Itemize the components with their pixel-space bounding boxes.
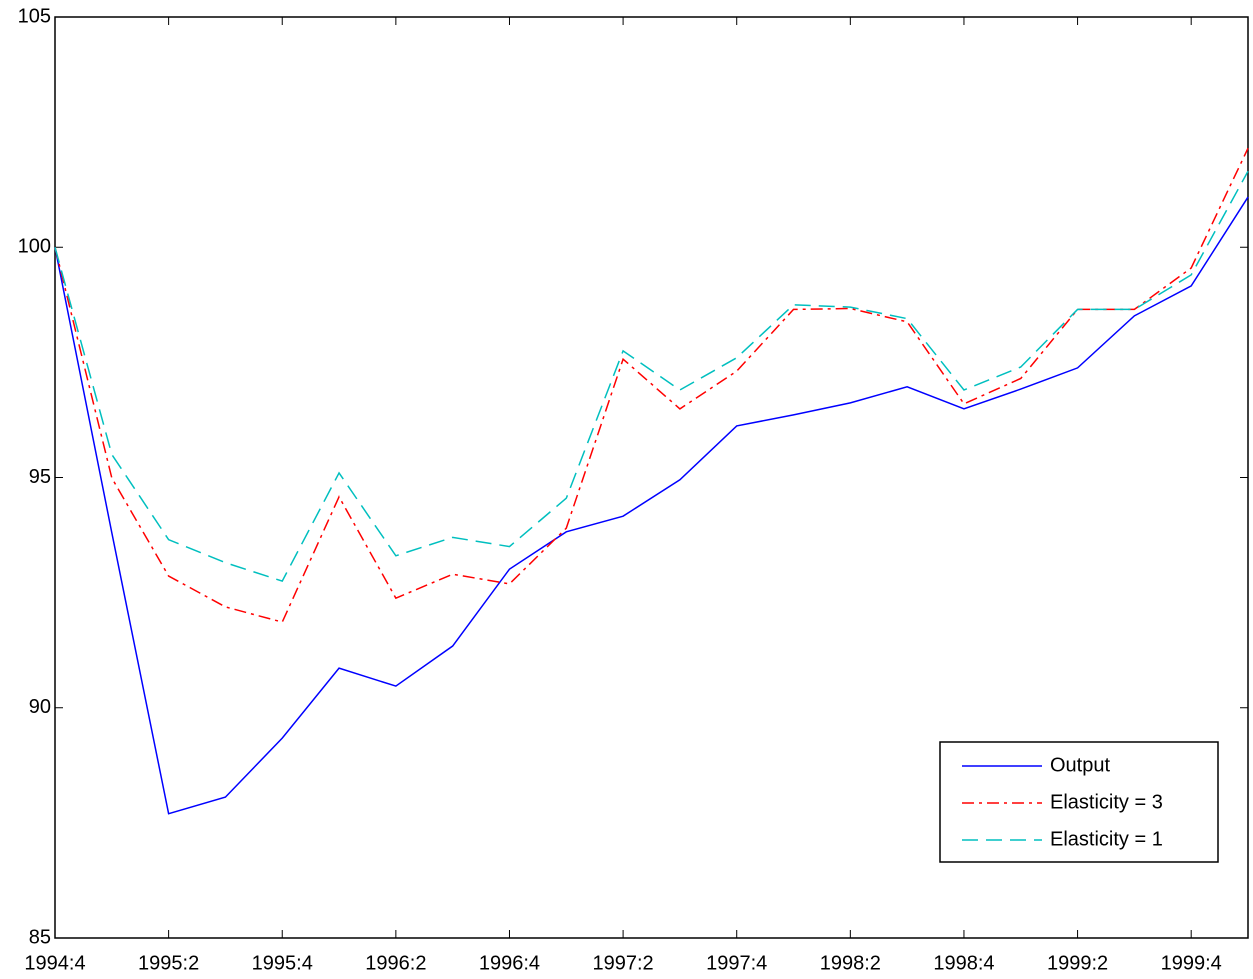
y-tick-label: 100 (18, 236, 51, 258)
x-tick-label: 1995:4 (252, 952, 313, 974)
series-line (54, 196, 1249, 815)
series-line (54, 147, 1249, 623)
x-tick-label: 1998:4 (933, 952, 994, 974)
x-tick-label: 1997:2 (593, 952, 654, 974)
x-tick-label: 1994:4 (24, 952, 85, 974)
x-tick-label: 1995:2 (138, 952, 199, 974)
x-tick-label: 1999:4 (1161, 952, 1222, 974)
legend-label: Elasticity = 1 (1050, 828, 1163, 850)
y-tick-label: 85 (29, 926, 51, 948)
legend-label: Output (1050, 754, 1110, 776)
y-tick-label: 95 (29, 466, 51, 488)
y-tick-label: 90 (29, 696, 51, 718)
x-tick-label: 1998:2 (820, 952, 881, 974)
x-tick-label: 1996:2 (365, 952, 426, 974)
legend (939, 741, 1219, 863)
x-tick-label: 1997:4 (706, 952, 767, 974)
legend-label: Elasticity = 3 (1050, 791, 1163, 813)
series-line (54, 170, 1249, 583)
y-tick-label: 105 (18, 5, 51, 27)
x-tick-label: 1996:4 (479, 952, 540, 974)
x-tick-label: 1999:2 (1047, 952, 1108, 974)
